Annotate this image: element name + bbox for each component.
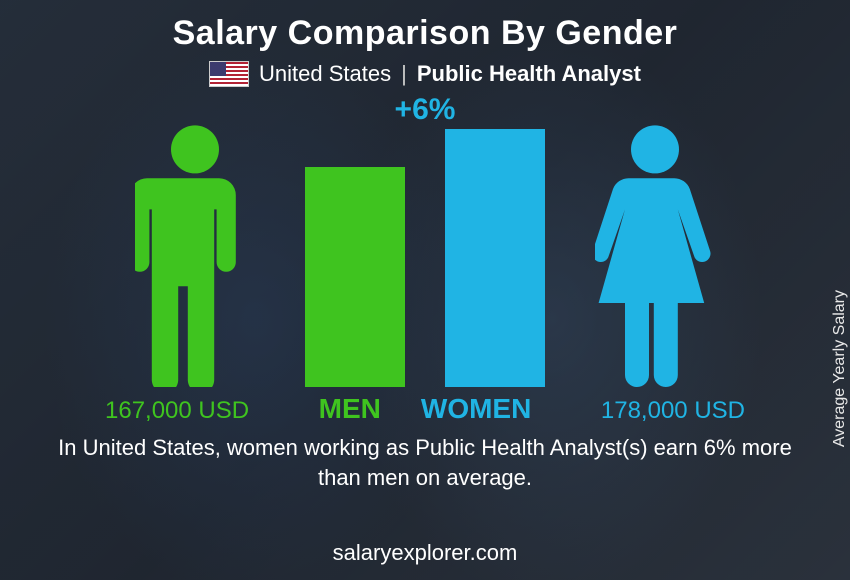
male-figure-icon [135, 123, 255, 387]
women-label: WOMEN [421, 393, 531, 425]
footer-source: salaryexplorer.com [0, 540, 850, 566]
female-figure-icon [595, 123, 715, 387]
subtitle-row: United States | Public Health Analyst [209, 61, 641, 87]
gender-labels: MEN WOMEN [319, 393, 532, 425]
side-axis-label: Average Yearly Salary [831, 290, 849, 447]
job-title: Public Health Analyst [417, 61, 641, 87]
chart-zone: +6% 167,000 USD MEN WOMEN 178,000 USD [105, 91, 745, 431]
men-label: MEN [319, 393, 381, 425]
men-bar [305, 167, 405, 387]
women-bar [445, 129, 545, 387]
men-salary: 167,000 USD [105, 397, 249, 425]
labels-row: 167,000 USD MEN WOMEN 178,000 USD [105, 393, 745, 425]
page-title: Salary Comparison By Gender [173, 14, 678, 53]
country-label: United States [259, 61, 391, 87]
us-flag-icon [209, 61, 249, 87]
infographic-content: Salary Comparison By Gender United State… [0, 0, 850, 580]
difference-label: +6% [395, 93, 456, 127]
summary-text: In United States, women working as Publi… [45, 433, 805, 492]
women-salary: 178,000 USD [601, 397, 745, 425]
separator: | [401, 61, 407, 87]
